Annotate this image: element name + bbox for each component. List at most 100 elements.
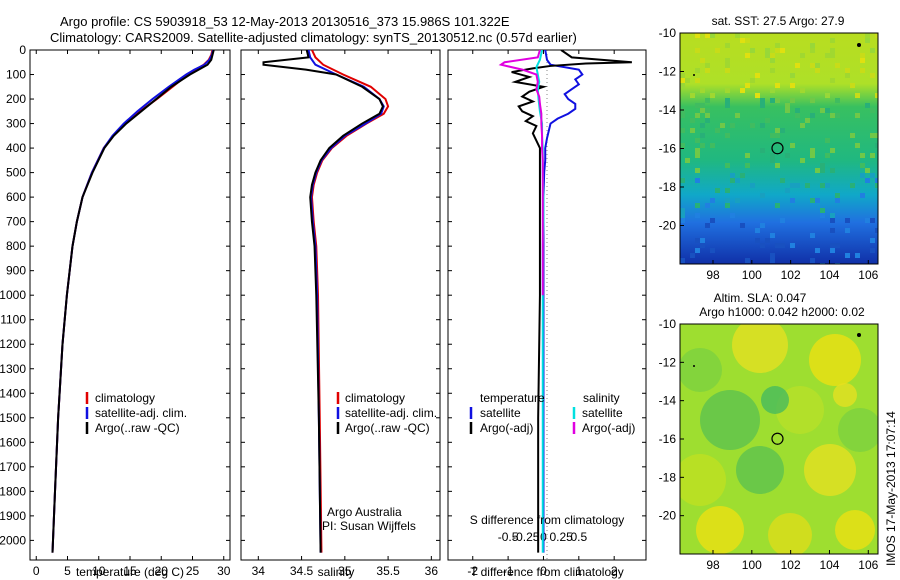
sst-pixel: [770, 133, 775, 138]
map-dot: [857, 43, 861, 47]
sst-pixel: [740, 88, 745, 93]
temperature-panel: 0100200300400500600700800900100011001200…: [0, 43, 231, 579]
sla-blob: [804, 444, 856, 496]
sst-pixel: [770, 233, 775, 238]
sst-pixel: [770, 258, 775, 263]
sst-pixel: [755, 73, 760, 78]
sst-pixel: [725, 63, 730, 68]
sla-y-ticks: -10 -12 -14 -16 -18 -20: [659, 317, 684, 523]
sst-pixel: [700, 123, 705, 128]
sst-pixel: [800, 88, 805, 93]
sst-pixel: [765, 53, 770, 58]
sst-pixel: [775, 203, 780, 208]
sst-pixel: [725, 43, 730, 48]
sst-pixel: [875, 93, 878, 98]
legend-label-s-argo: Argo(-adj): [582, 421, 635, 435]
y-tick-label: -16: [659, 142, 677, 156]
sst-pixel: [835, 113, 840, 118]
legend-title-temperature: temperature: [480, 391, 545, 405]
sst-pixel: [800, 158, 805, 163]
difference-s-ticks: -0.5-0.25 0 0.250.5: [498, 530, 588, 544]
sla-blob: [680, 454, 726, 506]
sst-pixel: [815, 198, 820, 203]
sst-pixel: [710, 93, 715, 98]
sst-pixel: [790, 83, 795, 88]
sla-blob: [700, 390, 760, 450]
sst-pixel: [855, 113, 860, 118]
sst-pixel: [705, 203, 710, 208]
sst-pixel: [870, 218, 875, 223]
sst-pixel: [725, 88, 730, 93]
legend-label-argo: Argo(..raw -QC): [95, 421, 180, 435]
sst-pixel: [760, 123, 765, 128]
sst-pixel: [830, 228, 835, 233]
sst-pixel: [695, 203, 700, 208]
y-tick-label: -16: [659, 432, 677, 446]
temperature-axes-box: [29, 49, 231, 561]
sst-pixel: [715, 188, 720, 193]
sst-pixel: [835, 243, 840, 248]
sst-pixel: [685, 78, 690, 83]
sst-pixel: [700, 108, 705, 113]
x-tick-label: 106: [858, 268, 878, 282]
sst-pixel: [680, 78, 685, 83]
x-tick-label: 104: [819, 558, 839, 572]
s-tick-label: -0.25: [512, 530, 540, 544]
sst-pixel: [760, 98, 765, 103]
sst-pixel: [810, 113, 815, 118]
y-tick-label: 0: [19, 43, 26, 57]
sst-pixel: [775, 163, 780, 168]
sst-pixel: [825, 108, 830, 113]
sst-pixel: [795, 63, 800, 68]
sst-pixel: [745, 153, 750, 158]
sst-pixel: [695, 248, 700, 253]
sst-pixel: [790, 243, 795, 248]
sst-pixel: [865, 38, 870, 43]
sst-pixel: [745, 258, 750, 263]
sst-pixel: [680, 128, 685, 133]
y-tick-label: 800: [6, 239, 26, 253]
series-line: [51, 50, 215, 553]
sst-pixel: [855, 253, 860, 258]
sst-pixel: [750, 183, 755, 188]
sst-pixel: [835, 98, 840, 103]
sst-pixel: [680, 83, 685, 88]
sst-pixel: [680, 73, 685, 78]
sst-pixel: [765, 118, 770, 123]
series-line: [498, 50, 544, 296]
sst-pixel: [695, 78, 700, 83]
sst-pixel: [810, 198, 815, 203]
sst-pixel: [745, 38, 750, 43]
sst-pixel: [755, 238, 760, 243]
x-tick-label: 35.5: [376, 564, 400, 578]
sst-pixel: [820, 108, 825, 113]
y-tick-label: -12: [659, 65, 677, 79]
sla-x-ticks: 98 100 102 104 106: [706, 550, 879, 572]
x-tick-label: 106: [858, 558, 878, 572]
salinity-panel: 34 34.5 35 35.5 36 salinity climatology sate…: [240, 49, 441, 579]
y-tick-label: 1700: [0, 460, 26, 474]
sst-pixel-noise: [680, 33, 878, 264]
sst-pixel: [810, 63, 815, 68]
temperature-x-ticks: 0 5 10 15 20 25 30: [33, 50, 231, 578]
y-tick-label: 1300: [0, 362, 26, 376]
s-tick-label: 0.25: [549, 530, 573, 544]
sst-pixel: [705, 68, 710, 73]
sst-pixel: [700, 133, 705, 138]
sst-pixel: [720, 123, 725, 128]
sst-pixel: [775, 83, 780, 88]
legend-label-climatology: climatology: [345, 391, 405, 405]
sst-pixel: [765, 48, 770, 53]
sst-heatmap-image: [680, 33, 878, 264]
sst-pixel: [830, 38, 835, 43]
sst-pixel: [705, 63, 710, 68]
sst-pixel: [760, 148, 765, 153]
sst-pixel: [825, 153, 830, 158]
sst-pixel: [820, 208, 825, 213]
y-tick-label: 1000: [0, 288, 26, 302]
sst-pixel: [850, 133, 855, 138]
y-tick-label: 900: [6, 264, 26, 278]
sst-pixel: [770, 88, 775, 93]
y-tick-label: 1200: [0, 337, 26, 351]
